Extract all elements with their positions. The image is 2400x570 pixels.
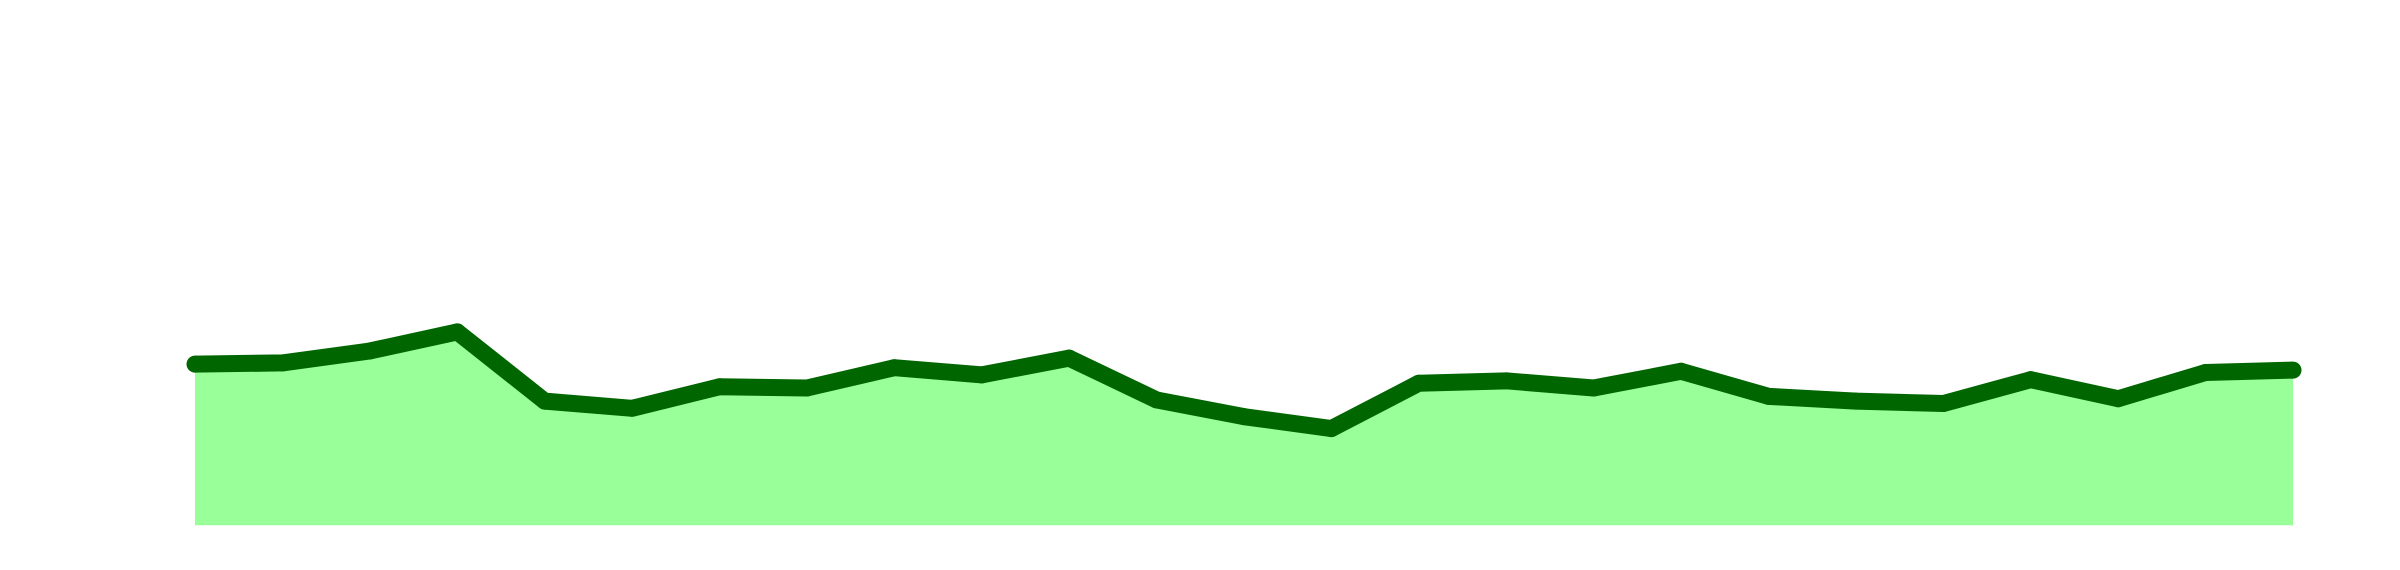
data-point bbox=[536, 392, 554, 410]
data-point bbox=[1060, 349, 1078, 367]
data-point bbox=[273, 354, 291, 372]
area-fill-layer bbox=[195, 331, 2293, 526]
data-point bbox=[2197, 363, 2215, 381]
data-point bbox=[1148, 391, 1166, 409]
data-point bbox=[1410, 374, 1428, 392]
data-point bbox=[361, 342, 379, 360]
data-point bbox=[1847, 392, 1865, 410]
data-points-layer bbox=[186, 323, 2302, 438]
data-point bbox=[711, 378, 728, 396]
data-point bbox=[798, 379, 816, 397]
series-area-0 bbox=[195, 331, 2293, 526]
data-point bbox=[1760, 387, 1777, 405]
data-point bbox=[1497, 372, 1515, 390]
data-point bbox=[2284, 361, 2302, 379]
data-point bbox=[1235, 408, 1253, 426]
data-point bbox=[186, 355, 204, 373]
data-point bbox=[2109, 390, 2127, 408]
data-point bbox=[1672, 362, 1690, 380]
data-point bbox=[1585, 379, 1603, 397]
data-point bbox=[1934, 395, 1952, 413]
data-point bbox=[623, 399, 641, 417]
data-point bbox=[2022, 371, 2040, 389]
data-point bbox=[885, 359, 903, 377]
data-point bbox=[1322, 420, 1340, 438]
data-point bbox=[973, 366, 991, 384]
data-point bbox=[448, 323, 466, 341]
